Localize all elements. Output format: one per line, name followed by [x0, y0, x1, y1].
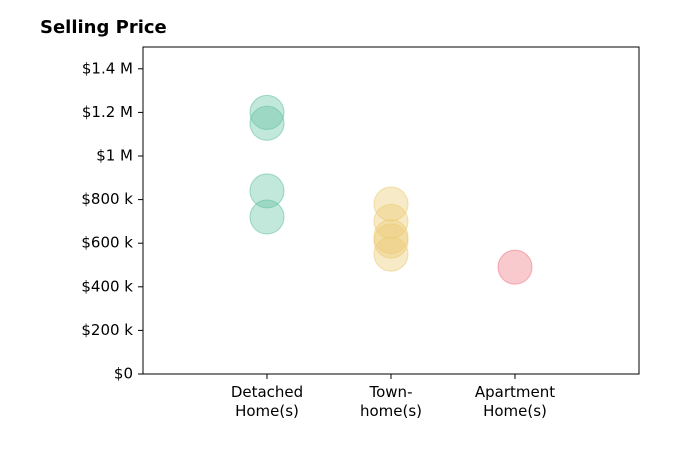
- point: [373, 203, 409, 239]
- x-tick-label: Apartment Home(s): [474, 383, 556, 420]
- y-tick-label: $200 k: [81, 321, 133, 339]
- point: [249, 199, 285, 235]
- point: [373, 236, 409, 272]
- point: [373, 223, 409, 259]
- y-tick-label: $1.4 M: [82, 59, 133, 77]
- chart-title: Selling Price: [40, 17, 167, 38]
- x-tick-label: Detached Home(s): [230, 383, 304, 420]
- y-tick-label: $1 M: [96, 147, 133, 165]
- y-tick-label: $800 k: [81, 190, 133, 208]
- x-tick-label: Town- home(s): [359, 383, 423, 420]
- point: [497, 249, 533, 285]
- y-tick-label: $1.2 M: [82, 103, 133, 121]
- point: [249, 94, 285, 130]
- point: [249, 173, 285, 209]
- y-tick-label: $600 k: [81, 234, 133, 252]
- y-tick-label: $0: [114, 365, 133, 383]
- y-tick-label: $400 k: [81, 277, 133, 295]
- point: [249, 105, 285, 141]
